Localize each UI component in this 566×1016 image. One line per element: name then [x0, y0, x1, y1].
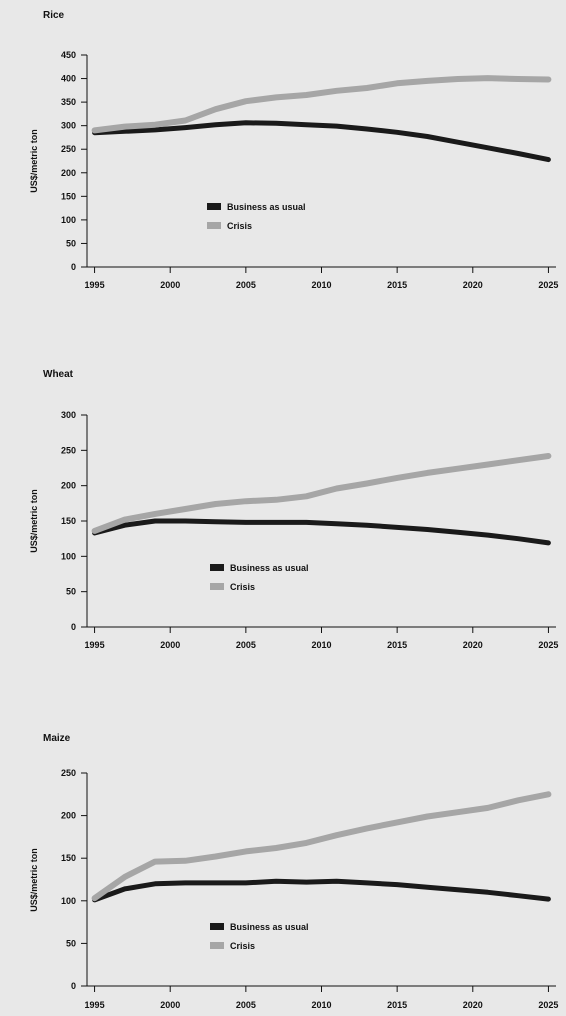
y-tick-label: 150 — [61, 516, 76, 526]
y-tick-label: 100 — [61, 215, 76, 225]
y-tick-label: 100 — [61, 896, 76, 906]
y-tick-label: 100 — [61, 551, 76, 561]
legend-label: Business as usual — [227, 202, 306, 212]
y-tick-label: 50 — [66, 238, 76, 248]
series-line-crisis — [91, 453, 552, 534]
legend-swatch — [207, 203, 221, 210]
y-axis-label: US$/metric ton — [29, 129, 39, 193]
y-tick-label: 50 — [66, 938, 76, 948]
legend: Business as usual Crisis — [210, 563, 309, 592]
y-axis-label: US$/metric ton — [29, 489, 39, 553]
legend-label: Business as usual — [230, 563, 309, 573]
legend-label: Crisis — [230, 941, 255, 951]
legend-swatch — [210, 923, 224, 930]
y-tick-label: 250 — [61, 144, 76, 154]
y-tick-label: 450 — [61, 50, 76, 60]
legend-label: Crisis — [230, 582, 255, 592]
y-tick-label: 400 — [61, 74, 76, 84]
x-tick-label: 1995 — [85, 1000, 105, 1010]
y-tick-label: 150 — [61, 191, 76, 201]
x-tick-label: 2010 — [311, 280, 331, 290]
legend-label: Crisis — [227, 221, 252, 231]
x-tick-label: 2005 — [236, 640, 256, 650]
y-tick-label: 200 — [61, 168, 76, 178]
chart-panel-wheat: Wheat US$/metric ton 0 50 100 150 200 250 300 199… — [29, 369, 558, 650]
x-tick-label: 2020 — [463, 640, 483, 650]
series-line-crisis — [91, 791, 552, 902]
panel-title: Rice — [43, 10, 65, 21]
x-tick-label: 2000 — [160, 280, 180, 290]
y-axis-label: US$/metric ton — [29, 848, 39, 912]
series-line-business-as-usual — [92, 120, 551, 163]
y-tick-label: 200 — [61, 481, 76, 491]
x-tick-label: 2010 — [311, 1000, 331, 1010]
y-tick-label: 350 — [61, 97, 76, 107]
x-tick-label: 2000 — [160, 640, 180, 650]
x-tick-label: 2010 — [311, 640, 331, 650]
legend-label: Business as usual — [230, 922, 309, 932]
x-tick-label: 2000 — [160, 1000, 180, 1010]
x-tick-label: 1995 — [85, 280, 105, 290]
x-tick-label: 1995 — [85, 640, 105, 650]
x-tick-label: 2025 — [538, 640, 558, 650]
legend-swatch — [207, 222, 221, 229]
x-tick-label: 2020 — [463, 1000, 483, 1010]
series-line-business-as-usual — [92, 878, 551, 903]
y-tick-label: 0 — [71, 262, 76, 272]
y-tick-label: 0 — [71, 981, 76, 991]
x-tick-label: 2005 — [236, 280, 256, 290]
x-tick-label: 2015 — [387, 1000, 407, 1010]
series-line-business-as-usual — [92, 518, 551, 546]
y-tick-label: 300 — [61, 121, 76, 131]
legend-swatch — [210, 583, 224, 590]
y-tick-label: 200 — [61, 811, 76, 821]
x-tick-label: 2015 — [387, 640, 407, 650]
chart-panel-rice: Rice US$/metric ton 0 50 100 150 200 250 300 350 4… — [29, 10, 558, 290]
legend-swatch — [210, 942, 224, 949]
x-tick-label: 2025 — [538, 1000, 558, 1010]
y-tick-label: 300 — [61, 410, 76, 420]
panel-title: Maize — [43, 733, 71, 744]
legend: Business as usual Crisis — [207, 202, 306, 231]
x-tick-label: 2005 — [236, 1000, 256, 1010]
legend-swatch — [210, 564, 224, 571]
panel-title: Wheat — [43, 369, 74, 380]
y-tick-label: 50 — [66, 587, 76, 597]
x-tick-label: 2025 — [538, 280, 558, 290]
x-tick-label: 2015 — [387, 280, 407, 290]
y-tick-label: 250 — [61, 445, 76, 455]
y-tick-label: 150 — [61, 853, 76, 863]
y-tick-label: 250 — [61, 768, 76, 778]
legend: Business as usual Crisis — [210, 922, 309, 951]
chart-panel-maize: Maize US$/metric ton 0 50 100 150 200 250 1995 20… — [29, 733, 558, 1010]
y-tick-label: 0 — [71, 622, 76, 632]
x-tick-label: 2020 — [463, 280, 483, 290]
series-line-crisis — [91, 75, 552, 134]
